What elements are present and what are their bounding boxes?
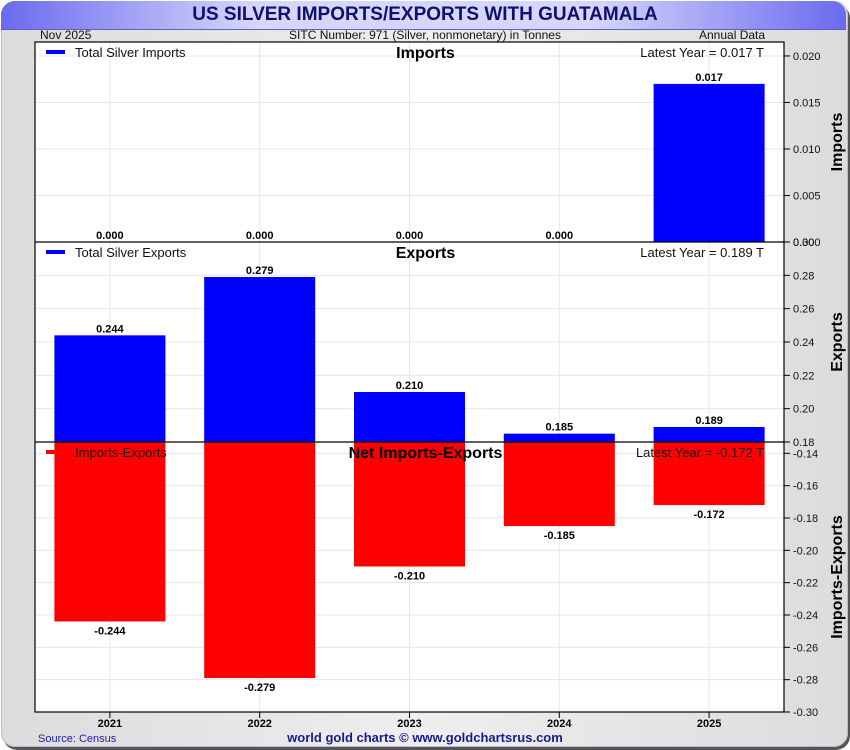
data-label-net-2022: -0.279 — [244, 682, 275, 694]
date-label: Nov 2025 — [40, 28, 92, 42]
y-tick-label-exports: 0.22 — [793, 370, 814, 382]
y-tick-label-net: -0.20 — [793, 545, 818, 557]
bar-net-2023 — [354, 442, 465, 567]
data-label-imports-2023: 0.000 — [396, 230, 424, 242]
y-axis-label-imports: Imports — [829, 113, 846, 172]
y-tick-label-exports: 0.18 — [793, 437, 814, 449]
y-tick-label-net: -0.28 — [793, 675, 818, 687]
data-label-exports-2025: 0.189 — [695, 415, 723, 427]
credit-label: world gold charts © www.goldchartsrus.co… — [287, 730, 563, 745]
bar-exports-2022 — [204, 277, 316, 442]
data-label-exports-2024: 0.185 — [546, 422, 574, 434]
x-tick-label-2021: 2021 — [98, 718, 122, 730]
subtitle: SITC Number: 971 (Silver, nonmonetary) i… — [289, 28, 561, 42]
frequency-label: Annual Data — [699, 28, 766, 42]
panel-title-imports: Imports — [396, 45, 455, 62]
bar-exports-2021 — [54, 335, 166, 442]
y-tick-label-exports: 0.28 — [793, 270, 814, 282]
bar-exports-2025 — [653, 427, 765, 442]
data-label-net-2023: -0.210 — [394, 570, 425, 582]
source-label: Source: Census — [38, 733, 117, 745]
latest-year-imports: Latest Year = 0.017 T — [640, 45, 764, 60]
data-label-exports-2022: 0.279 — [246, 265, 274, 277]
x-tick-label-2023: 2023 — [397, 718, 421, 730]
y-tick-label-net: -0.18 — [793, 513, 818, 525]
y-tick-label-net: -0.14 — [793, 448, 818, 460]
bar-net-2022 — [204, 442, 316, 679]
data-label-net-2021: -0.244 — [94, 625, 126, 637]
y-tick-label-net: -0.24 — [793, 610, 818, 622]
bar-exports-2023 — [354, 392, 465, 442]
panel-title-net: Net Imports-Exports — [349, 445, 503, 462]
legend-label-exports: Total Silver Exports — [75, 245, 187, 260]
y-tick-label-imports: 0.020 — [793, 51, 821, 63]
x-tick-label-2024: 2024 — [547, 718, 572, 730]
data-label-net-2025: -0.172 — [693, 509, 724, 521]
y-tick-label-imports: 0.010 — [793, 144, 821, 156]
data-label-imports-2021: 0.000 — [96, 230, 124, 242]
data-label-imports-2022: 0.000 — [246, 230, 274, 242]
latest-year-net: Latest Year = -0.172 T — [636, 445, 764, 460]
legend-label-net: Imports-Exports — [75, 445, 167, 460]
y-tick-label-exports: 0.26 — [793, 304, 814, 316]
bar-net-2024 — [503, 442, 615, 527]
y-axis-label-net: Imports-Exports — [829, 515, 846, 639]
legend-label-imports: Total Silver Imports — [75, 45, 186, 60]
bar-net-2021 — [54, 442, 166, 622]
y-tick-label-net: -0.16 — [793, 481, 818, 493]
data-label-imports-2025: 0.017 — [695, 72, 723, 84]
panel-title-exports: Exports — [396, 245, 456, 262]
latest-year-exports: Latest Year = 0.189 T — [640, 245, 764, 260]
y-tick-label-exports: 0.30 — [793, 237, 814, 249]
y-axis-label-exports: Exports — [829, 312, 846, 372]
data-label-imports-2024: 0.000 — [546, 230, 574, 242]
y-tick-label-net: -0.30 — [793, 707, 818, 719]
bar-imports-2025 — [653, 83, 765, 242]
title-bar — [1, 1, 846, 30]
y-tick-label-exports: 0.24 — [793, 337, 814, 349]
chart-title: US SILVER IMPORTS/EXPORTS WITH GUATAMALA — [192, 4, 658, 25]
y-tick-label-imports: 0.015 — [793, 97, 821, 109]
bar-exports-2024 — [503, 433, 615, 442]
x-tick-label-2025: 2025 — [697, 718, 721, 730]
bar-net-2025 — [653, 442, 765, 506]
data-label-net-2024: -0.185 — [544, 530, 575, 542]
y-tick-label-net: -0.22 — [793, 578, 818, 590]
y-tick-label-imports: 0.000 — [793, 237, 821, 249]
x-tick-label-2022: 2022 — [247, 718, 271, 730]
y-tick-label-imports: 0.005 — [793, 190, 821, 202]
data-label-exports-2023: 0.210 — [396, 380, 424, 392]
data-label-exports-2021: 0.244 — [96, 323, 124, 335]
y-tick-label-net: -0.26 — [793, 642, 818, 654]
y-tick-label-exports: 0.20 — [793, 404, 814, 416]
